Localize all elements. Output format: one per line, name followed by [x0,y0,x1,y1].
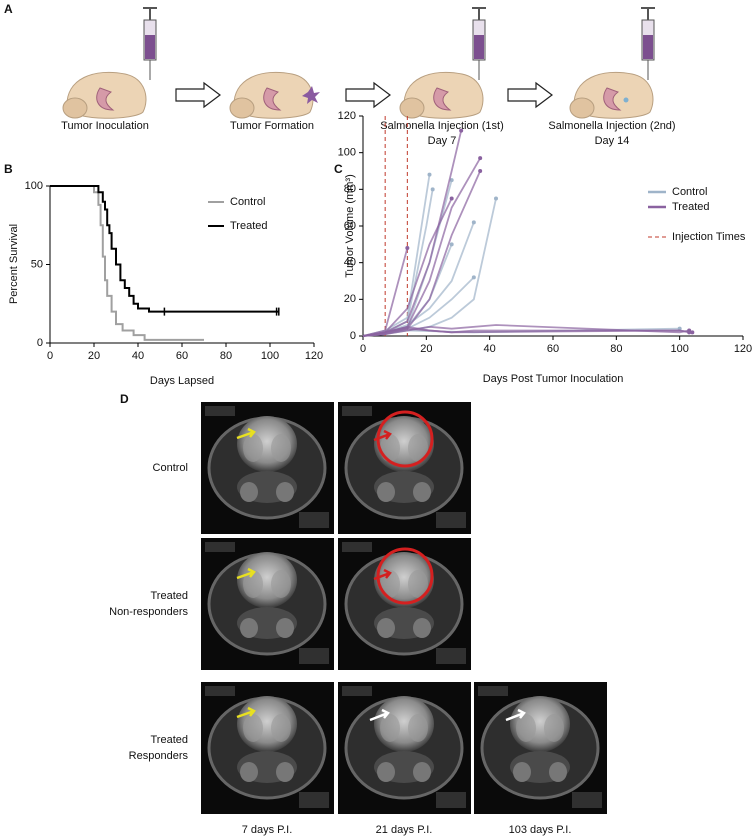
x-axis-label: Days Post Tumor Inoculation [483,373,624,385]
y-tick-label: 0 [350,330,356,342]
panel-letter: B [4,162,13,176]
x-tick-label: 120 [734,343,752,355]
panel-letter: D [120,392,129,406]
legend-label: Treated [672,201,710,213]
end-point [471,275,476,280]
x-tick-label: 100 [670,343,688,355]
row-label: Treated [150,590,188,602]
end-point [405,246,410,250]
x-tick-label: 60 [547,343,559,355]
y-tick-label: 0 [37,337,43,349]
x-tick-label: 0 [47,350,53,362]
tumor-line [362,130,463,337]
end-point [449,196,454,201]
end-point [427,172,432,177]
x-tick-label: 20 [88,350,100,362]
row-label: Control [153,462,188,474]
x-tick-label: 0 [360,343,366,355]
y-tick-label: 120 [338,110,356,122]
y-axis-label: Tumor Volume (mm³) [344,174,356,278]
step-caption: Tumor Inoculation [61,120,149,132]
end-point [478,169,483,173]
end-point [430,187,435,192]
y-tick-label: 80 [344,183,356,195]
y-tick-label: 20 [344,293,356,305]
tumor-line [362,198,497,337]
step-caption: Salmonella Injection (1st) [380,120,504,132]
x-tick-label: 20 [420,343,432,355]
column-label: 7 days P.I. [242,824,293,836]
legend-label: Control [672,186,707,198]
x-tick-label: 120 [305,350,323,362]
row-label: Responders [129,750,189,762]
x-tick-label: 40 [132,350,144,362]
end-point [690,330,695,335]
tumor-line [362,327,693,337]
y-tick-label: 50 [31,258,43,270]
column-label: 21 days P.I. [376,824,433,836]
y-tick-label: 100 [338,147,356,159]
row-label: Non-responders [109,606,188,618]
panel-letter: C [334,162,343,176]
end-point [449,242,454,247]
end-point [471,220,476,225]
step-caption: Day 14 [595,135,630,147]
step-caption: Day 7 [428,135,457,147]
column-label: 103 days P.I. [509,824,572,836]
survival-curve [50,185,204,341]
y-tick-label: 40 [344,257,356,269]
end-point [478,156,483,161]
x-tick-label: 80 [220,350,232,362]
y-tick-label: 60 [344,220,356,232]
y-axis-label: Percent Survival [8,224,20,304]
legend-label: Injection Times [672,231,746,243]
tumor-line [362,276,475,337]
panel-letter: A [4,2,13,16]
y-tick-label: 100 [25,180,43,192]
survival-curve [50,185,279,313]
x-tick-label: 60 [176,350,188,362]
step-caption: Salmonella Injection (2nd) [548,120,675,132]
end-point [494,196,498,201]
x-axis-label: Days Lapsed [150,375,214,387]
x-tick-label: 80 [610,343,622,355]
end-point [449,178,454,183]
row-label: Treated [150,734,188,746]
legend-label: Treated [230,220,268,232]
end-point [459,128,464,133]
legend-label: Control [230,196,265,208]
x-tick-label: 100 [261,350,279,362]
x-tick-label: 40 [484,343,496,355]
step-caption: Tumor Formation [230,120,314,132]
